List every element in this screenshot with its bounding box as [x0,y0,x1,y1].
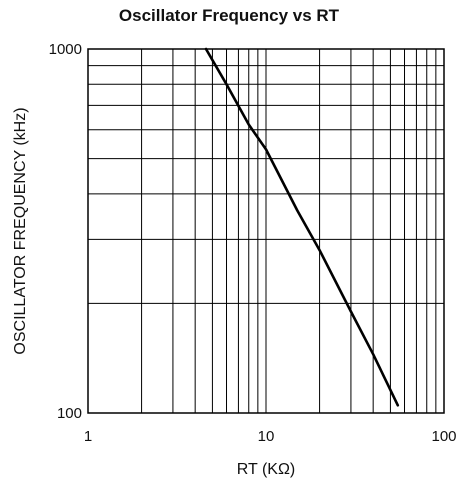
x-tick-label: 100 [431,428,456,445]
series-line [204,47,400,407]
x-axis-label: RT (KΩ) [237,461,295,478]
x-tick-label: 1 [84,428,92,445]
y-tick-label: 1000 [49,41,82,58]
x-tick-label: 10 [258,428,275,445]
chart-title: Oscillator Frequency vs RT [118,6,340,25]
grid-lines [88,49,444,413]
y-axis-label: OSCILLATOR FREQUENCY (kHz) [12,107,29,354]
y-tick-label: 100 [57,405,82,422]
plot-frame [87,48,445,414]
